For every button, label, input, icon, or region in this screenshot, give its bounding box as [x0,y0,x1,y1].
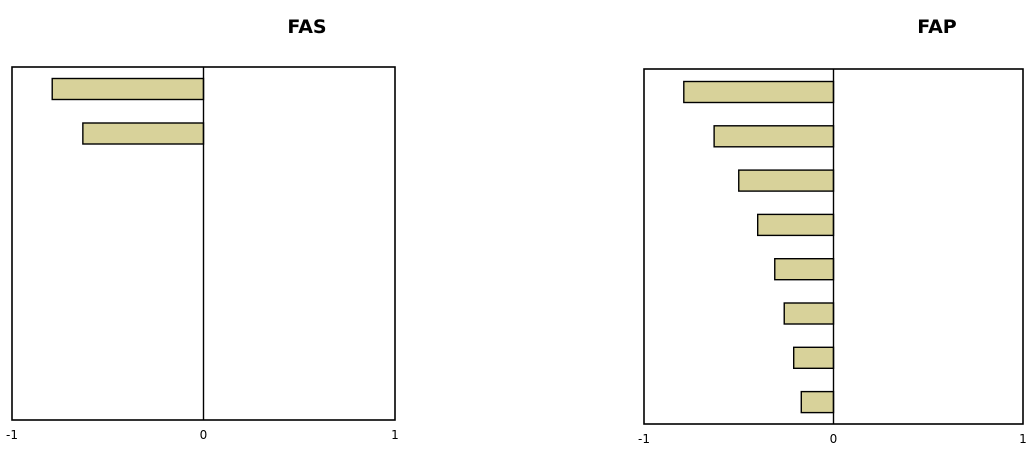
x-tick-label: -1 [6,428,18,442]
x-tick-label: 0 [200,428,208,442]
bar-group [51,77,205,145]
bar [774,258,835,281]
bar [683,80,835,104]
x-tick-label: -1 [638,432,650,446]
bar [757,213,835,237]
x-tick-label: 1 [391,428,399,442]
bar [800,390,835,414]
bar [82,122,205,145]
bar [713,125,835,148]
bar [793,346,835,369]
chart-fas: FAS -1 0 1 [6,16,399,442]
chart-title: FAP [917,16,957,38]
bar [738,169,835,192]
bar [51,77,205,101]
chart-title: FAS [287,16,326,38]
x-tick-label: 0 [830,432,838,446]
x-tick-label: 1 [1019,432,1027,446]
chart-fap: FAP -1 0 1 [638,16,1027,446]
bar [783,302,835,325]
